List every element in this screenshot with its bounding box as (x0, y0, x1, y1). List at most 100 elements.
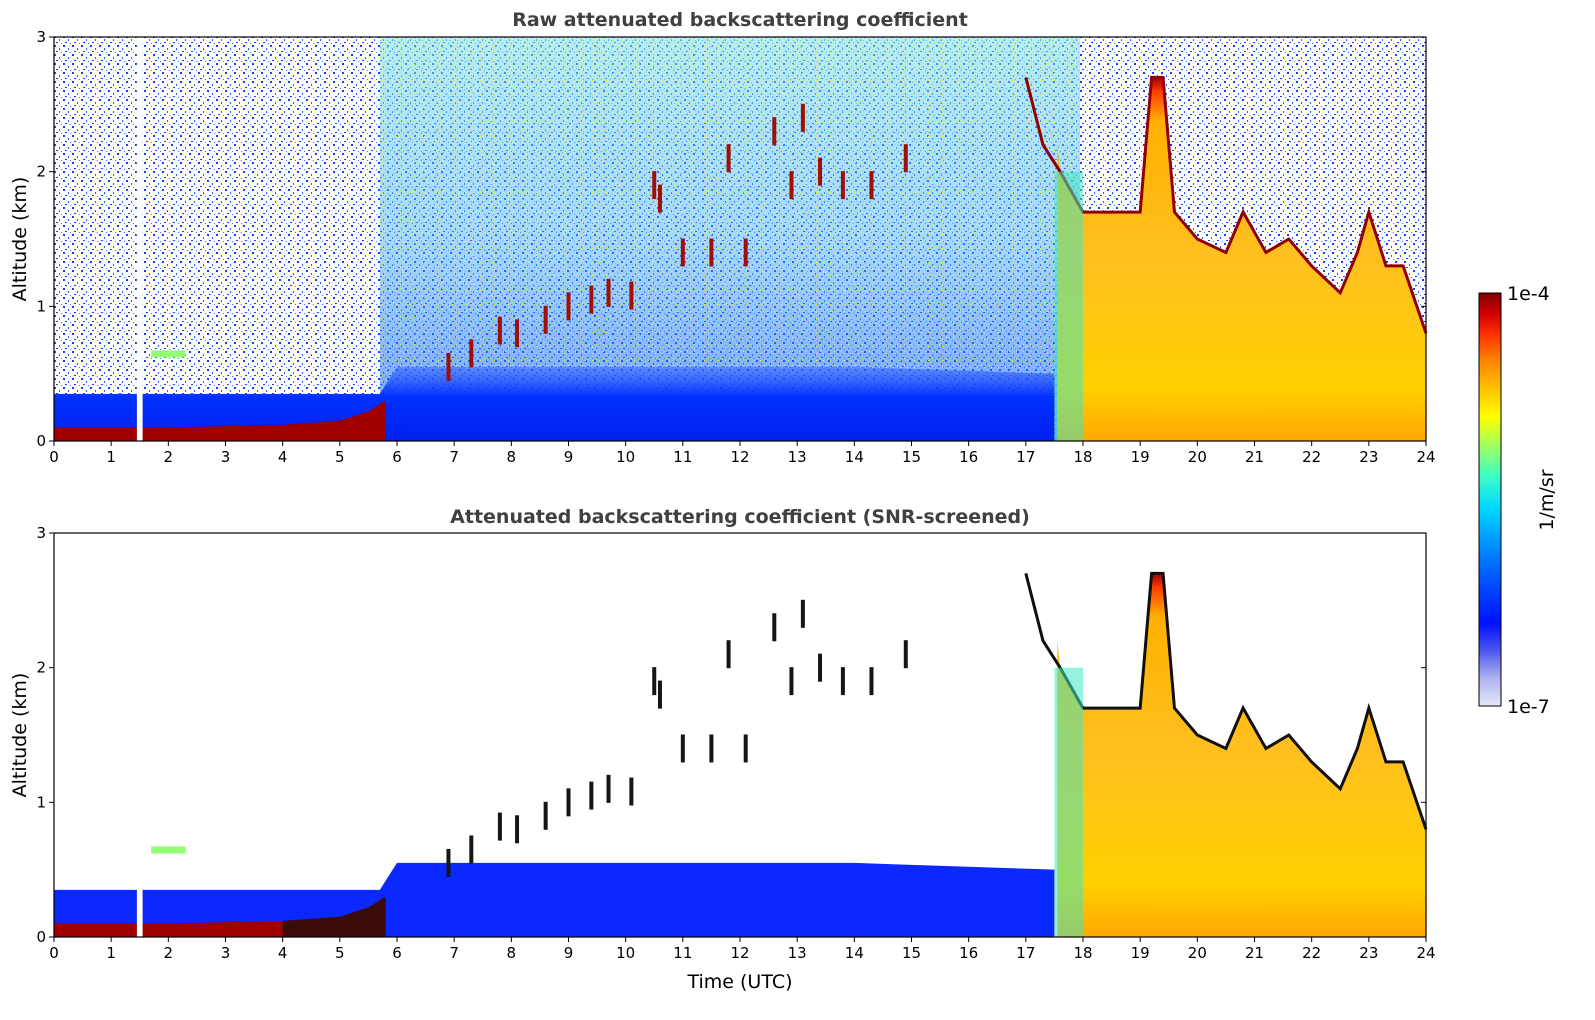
panel1-elevated-aerosol-layer (151, 350, 186, 358)
panel1-plot-area (54, 37, 1428, 442)
rising-feature (606, 774, 611, 803)
rising-feature (629, 777, 634, 806)
panel2-cloud-layer (1057, 573, 1426, 937)
panel2-boundary-layer (54, 862, 1055, 937)
rising-feature (543, 305, 548, 334)
rising-feature (606, 278, 611, 307)
panel2-y-axis: 0 1 2 3 (36, 524, 1426, 946)
rising-feature (497, 316, 502, 345)
rising-feature (903, 144, 908, 173)
y-tick-label: 2 (36, 659, 46, 677)
panel1-cloud-top-edge (1024, 75, 1428, 334)
panel2-elevated-aerosol-layer (151, 846, 186, 854)
rising-feature (497, 812, 502, 841)
rising-feature (709, 238, 714, 267)
panel2-cloud-base-wash (1054, 667, 1083, 937)
x-tick-label: 13 (788, 448, 807, 466)
x-tick-label: 9 (564, 448, 574, 466)
x-tick-label: 7 (449, 944, 459, 962)
rising-feature (680, 238, 685, 267)
rising-feature (709, 734, 714, 763)
x-tick-label: 17 (1016, 944, 1035, 962)
rising-feature (469, 835, 474, 864)
x-tick-label: 24 (1416, 944, 1435, 962)
x-tick-label: 2 (164, 944, 174, 962)
x-tick-label: 8 (507, 448, 517, 466)
raw-backscatter-panel: Raw attenuated backscattering coefficien… (9, 9, 1436, 466)
x-tick-label: 20 (1188, 944, 1207, 962)
x-tick-label: 19 (1131, 944, 1150, 962)
x-tick-label: 23 (1359, 944, 1378, 962)
panel1-rising-features (446, 103, 908, 381)
x-tick-label: 16 (959, 448, 978, 466)
y-tick-label: 1 (36, 297, 46, 315)
x-tick-label: 6 (392, 944, 402, 962)
rising-feature (903, 640, 908, 669)
y-tick-label: 2 (36, 163, 46, 181)
x-tick-label: 17 (1016, 448, 1035, 466)
x-tick-label: 0 (49, 448, 59, 466)
x-tick-label: 11 (673, 944, 692, 962)
x-tick-label: 14 (845, 448, 864, 466)
rising-feature (743, 734, 748, 763)
x-tick-label: 7 (449, 448, 459, 466)
rising-feature (818, 157, 823, 186)
rising-feature (589, 285, 594, 314)
rising-feature (446, 848, 451, 877)
rising-feature (543, 801, 548, 830)
x-tick-label: 3 (221, 448, 231, 466)
rising-feature (629, 281, 634, 310)
rising-feature (789, 171, 794, 200)
x-tick-label: 21 (1245, 944, 1264, 962)
panel1-y-axis-label: Altitude (km) (9, 177, 31, 302)
colorbar-unit-label: 1/m/sr (1536, 469, 1558, 530)
rising-feature (515, 815, 520, 844)
rising-feature (657, 184, 662, 213)
x-tick-label: 1 (106, 448, 116, 466)
x-tick-label: 4 (278, 448, 288, 466)
rising-feature (726, 144, 731, 173)
panel1-cloud-base-wash (1054, 171, 1083, 441)
y-tick-label: 0 (36, 928, 46, 946)
colorbar-max-label: 1e-4 (1507, 283, 1550, 305)
x-tick-label: 12 (730, 448, 749, 466)
panel2-surface-saturated (282, 896, 386, 937)
x-tick-label: 21 (1245, 448, 1264, 466)
x-tick-label: 5 (335, 944, 345, 962)
x-tick-label: 18 (1073, 944, 1092, 962)
x-tick-label: 12 (730, 944, 749, 962)
rising-feature (772, 117, 777, 146)
panel1-y-axis: 0 1 2 3 (36, 28, 1426, 450)
x-tick-label: 20 (1188, 448, 1207, 466)
rising-feature (743, 238, 748, 267)
panel1-x-axis: 0 1 2 3 4 5 6 7 8 9 10 11 12 13 14 15 16 17 18 19 20 21 22 23 24 (49, 441, 1436, 466)
x-tick-label: 10 (616, 944, 635, 962)
x-tick-label: 11 (673, 448, 692, 466)
panel1-data-gap (136, 37, 143, 441)
panel2-title: Attenuated backscattering coefficient (S… (450, 506, 1030, 528)
x-tick-label: 8 (507, 944, 517, 962)
x-tick-label: 6 (392, 448, 402, 466)
rising-feature (515, 319, 520, 348)
x-tick-label: 18 (1073, 448, 1092, 466)
rising-feature (657, 680, 662, 709)
x-tick-label: 22 (1302, 944, 1321, 962)
rising-feature (726, 640, 731, 669)
x-tick-label: 2 (164, 448, 174, 466)
panel1-boundary-layer (54, 366, 1055, 441)
rising-feature (800, 103, 805, 132)
rising-feature (869, 667, 874, 696)
y-tick-label: 1 (36, 793, 46, 811)
x-tick-label: 15 (902, 448, 921, 466)
rising-feature (789, 667, 794, 696)
x-tick-label: 9 (564, 944, 574, 962)
x-tick-label: 14 (845, 944, 864, 962)
x-tick-label: 16 (959, 944, 978, 962)
y-tick-label: 3 (36, 524, 46, 542)
rising-feature (446, 352, 451, 381)
x-tick-label: 3 (221, 944, 231, 962)
panel2-data-gap (136, 883, 143, 937)
rising-feature (869, 171, 874, 200)
colorbar: 1e-4 1e-7 1/m/sr (1478, 283, 1558, 718)
